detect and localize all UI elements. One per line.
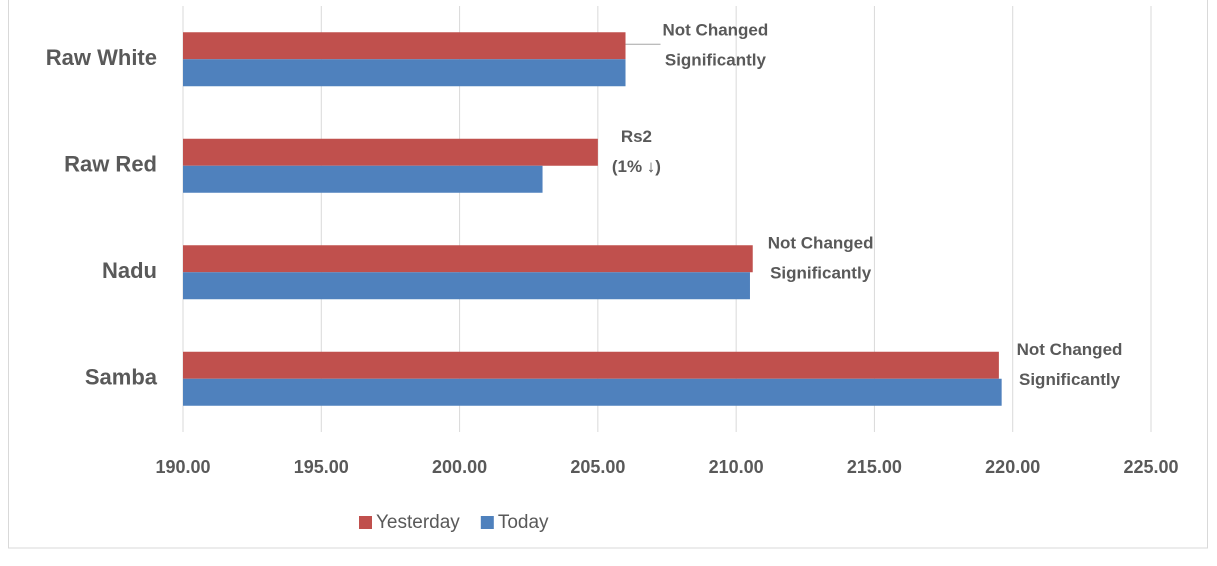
x-tick-label: 205.00 (570, 457, 625, 477)
legend-swatch (480, 516, 494, 529)
x-tick-label: 195.00 (294, 457, 349, 477)
annotation: Rs2 (621, 127, 652, 146)
annotation: Not Changed (1017, 340, 1123, 359)
annotation: Significantly (665, 51, 767, 70)
y-tick-label: Raw Red (64, 152, 157, 177)
y-tick-label: Nadu (102, 258, 157, 283)
x-tick-label: 225.00 (1123, 457, 1178, 477)
annotation: Not Changed (663, 21, 769, 40)
bar (183, 351, 999, 379)
legend-label: Today (498, 512, 549, 533)
y-tick-label: Raw White (46, 45, 157, 70)
bar (183, 138, 598, 166)
bar (183, 245, 753, 273)
bar (183, 378, 1002, 406)
x-tick-label: 200.00 (432, 457, 487, 477)
annotation: Significantly (770, 264, 872, 283)
annotation: Significantly (1019, 370, 1121, 389)
x-tick-label: 220.00 (985, 457, 1040, 477)
x-tick-label: 210.00 (709, 457, 764, 477)
bar (183, 32, 626, 60)
legend-swatch (359, 516, 372, 529)
legend-label: Yesterday (376, 512, 460, 533)
annotation: Not Changed (768, 234, 874, 253)
y-tick-label: Samba (85, 365, 158, 390)
annotation: (1% ↓) (612, 157, 661, 176)
x-tick-label: 215.00 (847, 457, 902, 477)
bar (183, 165, 543, 193)
x-tick-label: 190.00 (155, 457, 210, 477)
bar (183, 272, 750, 300)
bar (183, 59, 626, 87)
